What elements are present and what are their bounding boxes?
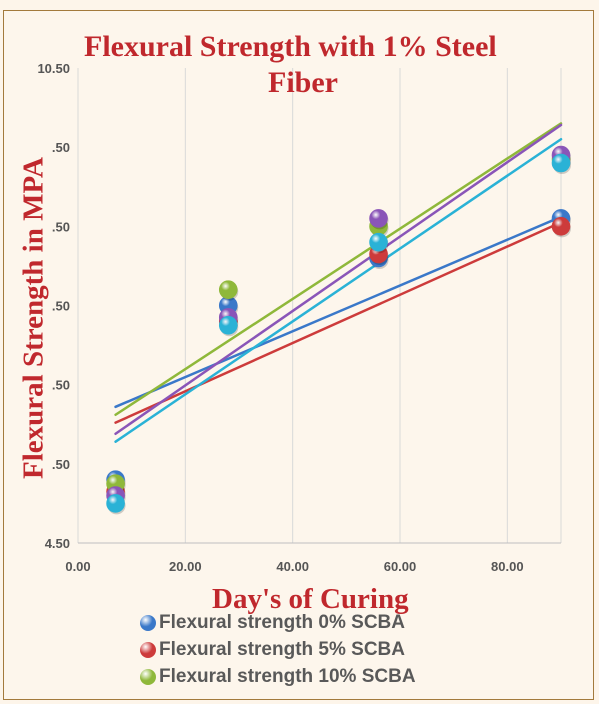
axis-layer: 0.00 20.00 40.00 60.00 80.00 4.50 .50 .50 .50 .50… (37, 61, 561, 574)
legend-marker-icon (140, 669, 156, 685)
legend-item-10pct: Flexural strength 10% SCBA (140, 664, 416, 690)
data-point (218, 280, 238, 299)
data-point (218, 315, 238, 335)
y-tick-label: .50 (52, 140, 70, 155)
data-point (369, 232, 388, 252)
y-tick-label: .50 (52, 378, 70, 393)
legend-label: Flexural strength 10% SCBA (159, 666, 416, 687)
trendline (114, 123, 563, 435)
chart-frame (3, 10, 594, 700)
legend-label: Flexural strength 0% SCBA (159, 612, 405, 633)
legend-label: Flexural strength 5% SCBA (159, 639, 405, 660)
y-axis-label: Flexural Strength in MPA (17, 157, 50, 479)
x-tick-label: 60.00 (384, 559, 417, 574)
trendline-layer (114, 122, 563, 443)
data-point (551, 153, 571, 173)
trendline (114, 221, 563, 424)
data-point (369, 209, 388, 228)
chart-title-line2: Fiber (268, 66, 338, 99)
y-tick-label: .50 (52, 219, 70, 234)
trendline (114, 215, 563, 409)
point-layer (106, 145, 571, 515)
x-tick-label: 40.00 (276, 559, 309, 574)
chart-title-line1: Flexural Strength with 1% Steel (84, 30, 497, 63)
x-axis-label: Day's of Curing (212, 583, 409, 615)
y-tick-label: .50 (52, 299, 70, 314)
grid-layer (77, 68, 562, 543)
legend-item-5pct: Flexural strength 5% SCBA (140, 637, 405, 663)
data-point (106, 494, 125, 513)
legend-marker-icon (140, 642, 156, 658)
legend-item-0pct: Flexural strength 0% SCBA (140, 610, 405, 636)
x-tick-label: 0.00 (65, 559, 90, 574)
trendline (114, 138, 563, 443)
x-tick-label: 80.00 (491, 559, 524, 574)
legend-marker-icon (140, 615, 156, 631)
y-tick-label: 4.50 (45, 536, 70, 551)
y-tick-label: 10.50 (37, 61, 70, 76)
data-point (551, 217, 571, 236)
x-tick-label: 20.00 (169, 559, 202, 574)
trendline (114, 122, 563, 416)
y-tick-label: .50 (52, 457, 70, 472)
